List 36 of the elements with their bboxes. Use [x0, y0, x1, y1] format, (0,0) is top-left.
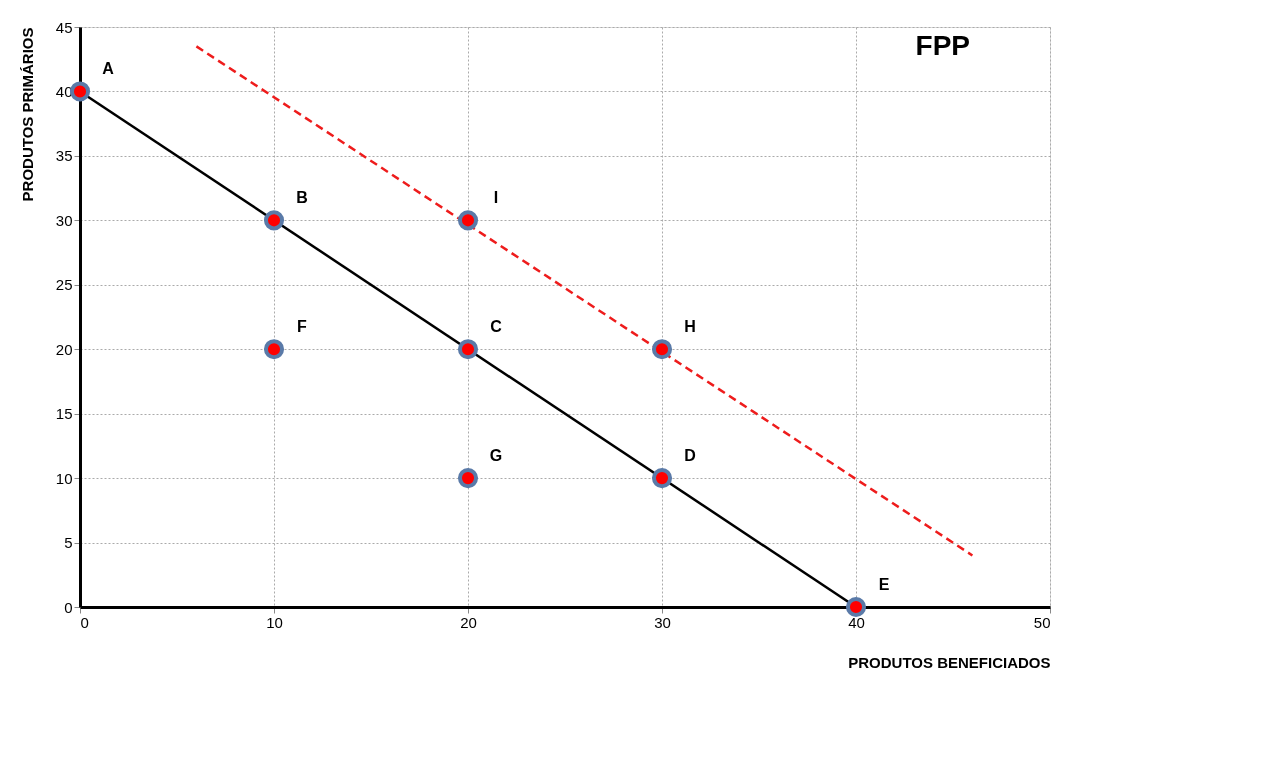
x-tick-label: 40 — [848, 613, 865, 631]
annotation: C — [490, 318, 503, 336]
y-tick-label: 10 — [55, 469, 73, 487]
chart-title: FPP — [915, 30, 970, 61]
annotation: I — [493, 189, 499, 207]
point — [457, 210, 479, 231]
y-tick-label: 35 — [55, 147, 73, 165]
annotation: D — [684, 447, 696, 465]
x-tick-label: 50 — [1033, 613, 1051, 631]
point — [69, 81, 91, 102]
x-tick-label: 30 — [654, 613, 671, 631]
annotation: B — [296, 189, 308, 207]
y-tick-label: 30 — [55, 211, 73, 229]
point — [845, 596, 867, 618]
x-tick-label: 20 — [460, 613, 477, 631]
annotation: H — [684, 318, 696, 336]
y-tick-label: 20 — [55, 340, 73, 358]
y-tick-label: 5 — [64, 534, 73, 552]
point — [263, 210, 285, 231]
y-axis-title: PRODUTOS PRIMÁRIOS — [18, 27, 36, 202]
point — [651, 468, 673, 489]
point — [457, 468, 479, 489]
x-tick-label: 10 — [266, 613, 283, 631]
annotation: G — [489, 447, 503, 465]
y-tick-label: 15 — [55, 405, 73, 423]
point — [263, 339, 285, 360]
point — [651, 339, 673, 360]
annotation: E — [878, 576, 890, 593]
y-tick-label: 25 — [55, 276, 73, 294]
annotation: F — [297, 318, 308, 336]
x-tick-label: 0 — [80, 613, 89, 631]
y-tick-label: 45 — [55, 18, 73, 36]
annotation: A — [102, 60, 115, 78]
x-axis-title: PRODUTOS BENEFICIADOS — [848, 653, 1051, 671]
point — [457, 339, 479, 360]
y-tick-label: 0 — [64, 598, 73, 616]
